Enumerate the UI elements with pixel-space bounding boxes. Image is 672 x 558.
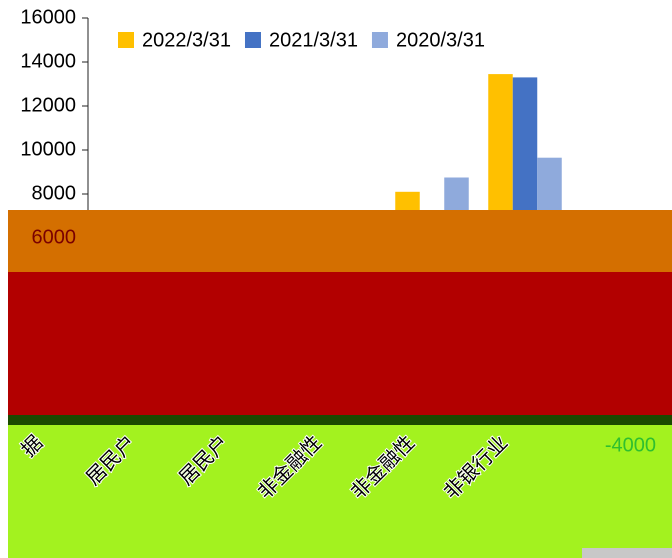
legend-swatch (118, 32, 134, 48)
y-tick-label: -4000 (605, 434, 656, 456)
y-tick-label: 6000 (32, 226, 77, 248)
red-band (8, 272, 672, 415)
y-tick-label: 10000 (20, 138, 76, 160)
orange-band (8, 210, 672, 272)
y-tick-label: 8000 (32, 182, 77, 204)
y-tick-label: 14000 (20, 50, 76, 72)
legend-label: 2021/3/31 (269, 29, 358, 51)
legend-swatch (371, 32, 388, 48)
dark-band (8, 415, 672, 425)
green-band (8, 425, 672, 558)
gray-patch (582, 548, 672, 558)
overlay (8, 210, 672, 558)
legend-label: 2020/3/31 (396, 29, 485, 51)
y-tick-label: 16000 (20, 6, 76, 28)
legend-label: 2022/3/31 (142, 29, 231, 51)
y-tick-label: 12000 (20, 94, 76, 116)
legend-swatch (244, 32, 261, 48)
